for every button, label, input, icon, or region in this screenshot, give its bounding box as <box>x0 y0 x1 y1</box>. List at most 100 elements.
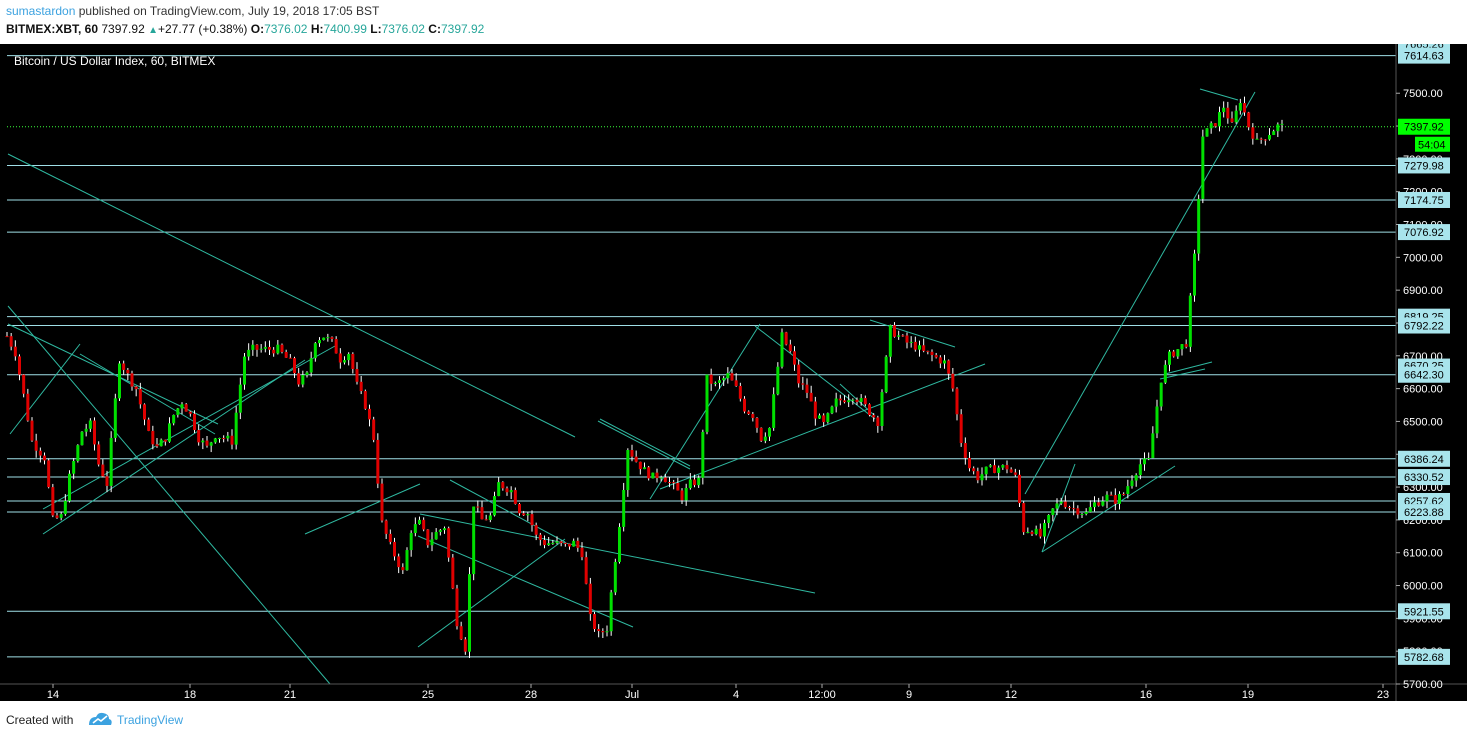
candle-body <box>1180 344 1184 350</box>
candle-body <box>530 514 534 526</box>
level-label: 6642.30 <box>1404 370 1444 382</box>
y-tick-label: 6600.00 <box>1403 384 1443 396</box>
trend-line[interactable] <box>1159 368 1206 380</box>
candle-body <box>355 368 359 382</box>
trend-line[interactable] <box>79 353 216 435</box>
candle-body <box>1097 502 1101 506</box>
candle-body <box>388 533 392 542</box>
candle-body <box>1026 531 1030 533</box>
candle-body <box>251 344 255 350</box>
high-label: H: <box>310 22 324 36</box>
trend-line[interactable] <box>304 483 421 535</box>
candle-body <box>88 420 92 429</box>
candle-body <box>1101 501 1105 506</box>
trend-line[interactable] <box>597 420 691 470</box>
candle-body <box>1130 480 1134 487</box>
candle-body <box>159 439 163 447</box>
candle-body <box>118 363 121 399</box>
trend-line[interactable] <box>869 319 956 348</box>
candle-body <box>693 479 696 486</box>
candle-body <box>1005 465 1009 470</box>
trend-line[interactable] <box>9 343 81 435</box>
price-chart[interactable]: 7500.007400.007300.007200.007100.007000.… <box>0 37 1467 701</box>
candle-body <box>851 399 855 401</box>
candle-body <box>863 398 867 405</box>
candle-body <box>534 525 538 535</box>
candle-body <box>1176 349 1180 357</box>
trend-line[interactable] <box>659 363 986 490</box>
level-label: 5782.68 <box>1404 652 1444 664</box>
tradingview-brand-link[interactable]: TradingView <box>117 713 184 727</box>
trend-line[interactable] <box>599 418 691 467</box>
candle-body <box>697 477 701 486</box>
tradingview-logo-icon[interactable] <box>87 711 113 727</box>
trend-line[interactable] <box>42 359 306 535</box>
candle-body <box>913 341 917 350</box>
candle-body <box>768 427 771 437</box>
candle-body <box>330 337 334 339</box>
trend-line[interactable] <box>449 479 566 543</box>
trend-line[interactable] <box>419 513 816 594</box>
candle-body <box>26 393 30 421</box>
candle-body <box>1084 511 1088 514</box>
candle-body <box>1234 110 1238 123</box>
candle-body <box>1259 138 1263 140</box>
candle-body <box>384 520 388 534</box>
candle-body <box>5 336 9 338</box>
trend-line[interactable] <box>1024 91 1256 495</box>
trend-line[interactable] <box>1041 465 1176 553</box>
trend-line[interactable] <box>649 323 761 500</box>
candle-body <box>259 348 263 350</box>
trend-line[interactable] <box>417 535 634 628</box>
trend-line[interactable] <box>7 153 576 438</box>
candle-body <box>1118 493 1121 504</box>
candle-body <box>972 468 976 472</box>
author-link[interactable]: sumastardon <box>6 4 76 18</box>
candle-body <box>1272 131 1276 135</box>
candle-body <box>588 583 592 615</box>
trend-line[interactable] <box>42 345 336 510</box>
level-label: 7174.75 <box>1404 195 1444 207</box>
trend-line[interactable] <box>1164 361 1213 375</box>
candle-body <box>188 411 192 414</box>
candle-body <box>1172 351 1176 357</box>
candle-body <box>918 345 921 350</box>
candle-body <box>376 439 380 484</box>
candle-body <box>1243 103 1246 113</box>
chart-area[interactable]: 7500.007400.007300.007200.007100.007000.… <box>0 37 1467 701</box>
candle-body <box>1201 136 1205 199</box>
candle-body <box>522 513 526 516</box>
candle-body <box>397 556 401 568</box>
candle-body <box>301 375 305 385</box>
candle-body <box>468 574 471 652</box>
candle-body <box>343 360 346 363</box>
candle-body <box>701 431 705 478</box>
candle-body <box>601 631 605 633</box>
x-tick-label: 19 <box>1242 689 1254 701</box>
candle-body <box>138 389 142 405</box>
candle-body <box>1134 475 1138 481</box>
candle-body <box>676 482 680 491</box>
candle-body <box>597 629 601 632</box>
trend-line[interactable] <box>7 305 331 685</box>
candle-body <box>526 514 530 516</box>
candle-body <box>826 413 830 423</box>
candle-body <box>1226 107 1230 119</box>
candle-body <box>1143 458 1146 465</box>
level-label: 6386.24 <box>1404 454 1444 466</box>
level-label: 7614.63 <box>1404 51 1444 63</box>
close-label: C: <box>428 22 441 36</box>
candle-body <box>430 539 434 546</box>
trend-line[interactable] <box>754 325 876 420</box>
candle-body <box>888 325 892 357</box>
candle-body <box>734 380 738 386</box>
candle-body <box>876 417 880 426</box>
trend-line[interactable] <box>1199 88 1239 101</box>
candle-body <box>793 351 796 365</box>
open-value: 7376.02 <box>264 22 308 36</box>
candle-body <box>63 500 67 515</box>
trend-line[interactable] <box>417 538 566 648</box>
candle-body <box>488 515 492 521</box>
low-label: L: <box>370 22 382 36</box>
level-label: 7279.98 <box>1404 160 1444 172</box>
